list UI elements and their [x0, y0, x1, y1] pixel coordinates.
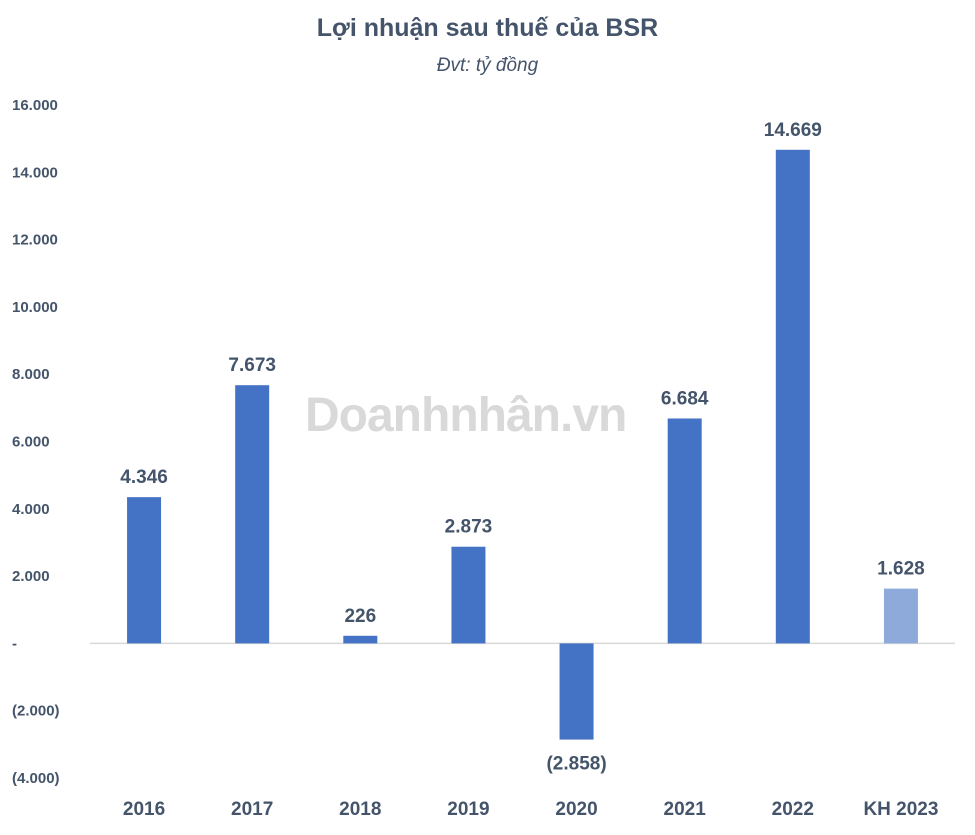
bar [451, 546, 486, 644]
y-tick-label: 6.000 [12, 434, 50, 451]
bar [127, 497, 162, 644]
data-label: 14.669 [764, 120, 822, 141]
y-tick-label: 4.000 [12, 501, 50, 518]
y-tick-label: 10.000 [12, 299, 58, 316]
data-label: (2.858) [546, 754, 606, 775]
x-tick-label: 2019 [447, 799, 489, 820]
bar [667, 418, 702, 644]
y-tick-label: 12.000 [12, 232, 58, 249]
bar [883, 588, 918, 644]
data-label: 2.873 [445, 517, 493, 538]
y-tick-label: 8.000 [12, 366, 50, 383]
x-tick-label: 2021 [664, 799, 707, 820]
bar [559, 643, 594, 740]
y-tick-label: 14.000 [12, 164, 58, 181]
data-label: 7.673 [228, 355, 276, 376]
bar [235, 385, 270, 644]
data-label: 226 [344, 606, 376, 627]
bar [343, 635, 378, 644]
x-tick-label: 2017 [231, 799, 273, 820]
bar [775, 149, 810, 644]
x-tick-label: 2016 [123, 799, 165, 820]
data-label: 6.684 [661, 388, 709, 409]
chart-title: Lợi nhuận sau thuế của BSR [316, 14, 659, 42]
x-tick-label: 2018 [339, 799, 381, 820]
y-tick-label: - [12, 635, 17, 652]
y-tick-label: 2.000 [12, 568, 50, 585]
x-tick-label: 2020 [555, 799, 597, 820]
x-tick-label: KH 2023 [863, 799, 938, 820]
y-tick-label: (4.000) [12, 770, 60, 787]
data-label: 4.346 [120, 467, 168, 488]
chart-subtitle: Đvt: tỷ đồng [436, 55, 539, 76]
data-label: 1.628 [877, 559, 925, 580]
watermark-logo: Doanhnhân.vn [305, 389, 627, 442]
x-tick-label: 2022 [772, 799, 814, 820]
y-tick-label: 16.000 [12, 97, 58, 114]
y-tick-label: (2.000) [12, 703, 60, 720]
